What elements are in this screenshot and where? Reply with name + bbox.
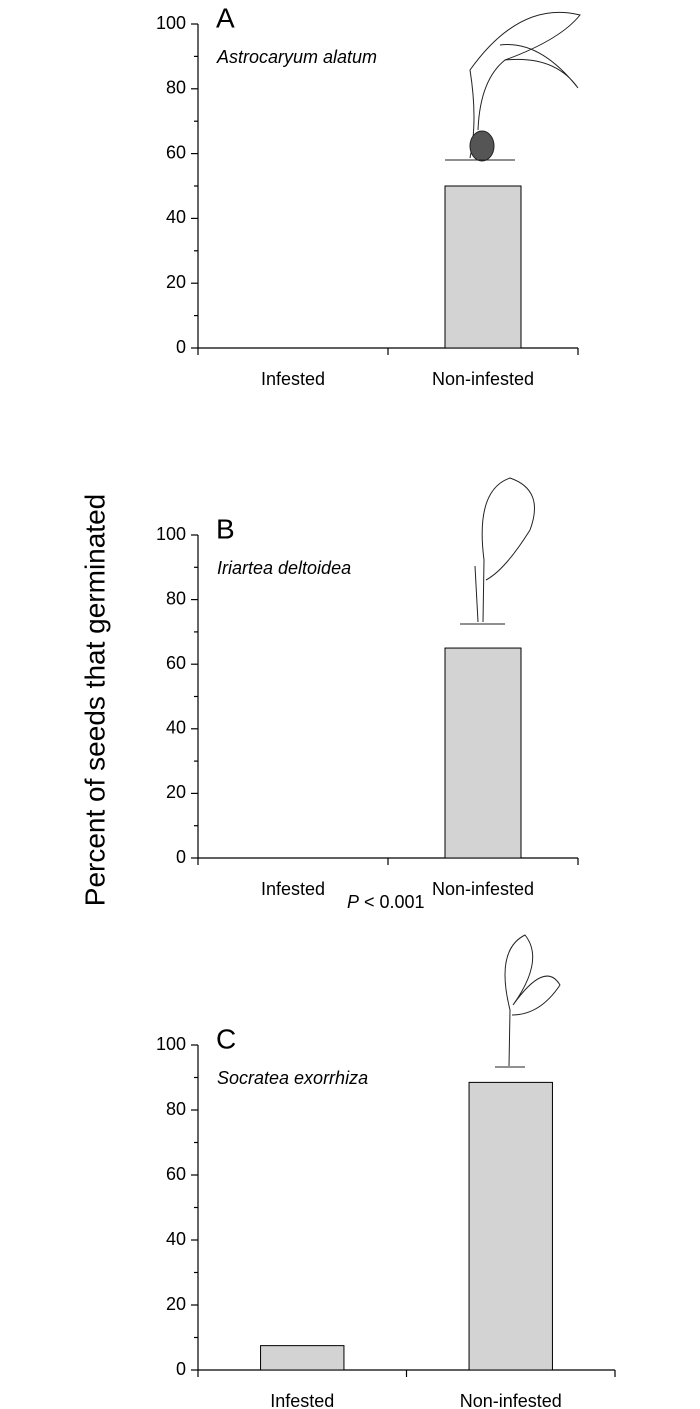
y-tick-label: 100 bbox=[156, 524, 186, 544]
plant-illustration-a bbox=[445, 11, 581, 162]
y-tick-label: 0 bbox=[176, 1359, 186, 1379]
y-tick-label: 60 bbox=[166, 142, 186, 162]
x-tick-label: Non-infested bbox=[460, 1391, 562, 1409]
y-tick-label: 0 bbox=[176, 847, 186, 867]
y-tick-label: 100 bbox=[156, 1034, 186, 1054]
y-tick-label: 20 bbox=[166, 272, 186, 292]
bar bbox=[260, 1345, 345, 1371]
panel-letter: A bbox=[216, 2, 235, 33]
y-tick-label: 40 bbox=[166, 718, 186, 738]
species-name: Astrocaryum alatum bbox=[216, 47, 377, 67]
bar bbox=[444, 185, 522, 349]
y-tick-label: 80 bbox=[166, 1099, 186, 1119]
p-symbol: P bbox=[347, 892, 359, 912]
plant-illustration-c bbox=[495, 934, 561, 1068]
y-tick-label: 20 bbox=[166, 1294, 186, 1314]
x-tick-label: Infested bbox=[270, 1391, 334, 1409]
p-value-annotation: P < 0.001 bbox=[347, 892, 425, 912]
y-tick-label: 20 bbox=[166, 782, 186, 802]
x-tick-label: Infested bbox=[261, 369, 325, 389]
species-name: Iriartea deltoidea bbox=[217, 558, 351, 578]
y-axis-label: Percent of seeds that germinated bbox=[79, 494, 110, 906]
panel-letter: C bbox=[216, 1023, 236, 1054]
y-tick-label: 80 bbox=[166, 78, 186, 98]
species-name: Socratea exorrhiza bbox=[217, 1068, 368, 1088]
y-tick-label: 40 bbox=[166, 1229, 186, 1249]
x-tick-label: Non-infested bbox=[432, 879, 534, 899]
x-tick-label: Non-infested bbox=[432, 369, 534, 389]
y-tick-label: 60 bbox=[166, 1164, 186, 1184]
y-tick-label: 60 bbox=[166, 653, 186, 673]
bar bbox=[444, 647, 522, 859]
plant-illustration-b bbox=[460, 477, 535, 625]
y-tick-label: 0 bbox=[176, 337, 186, 357]
y-tick-label: 40 bbox=[166, 207, 186, 227]
x-tick-label: Infested bbox=[261, 879, 325, 899]
y-tick-label: 100 bbox=[156, 13, 186, 33]
p-value: < 0.001 bbox=[364, 892, 425, 912]
bar bbox=[468, 1081, 553, 1371]
panel-letter: B bbox=[216, 513, 235, 544]
y-tick-label: 80 bbox=[166, 588, 186, 608]
